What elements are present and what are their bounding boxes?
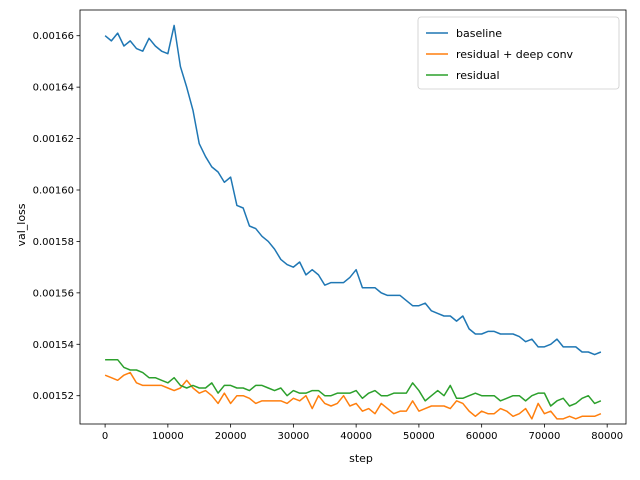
x-tick-label: 0 <box>102 431 108 442</box>
x-axis-label: step <box>349 452 373 465</box>
x-tick-label: 50000 <box>403 431 435 442</box>
y-tick-label: 0.00164 <box>33 83 74 94</box>
series-line-3 <box>105 358 602 407</box>
x-tick-label: 70000 <box>529 431 561 442</box>
plot-area-frame <box>79 9 627 425</box>
series-line-2 <box>104 371 602 420</box>
y-tick-label: 0.00156 <box>33 288 74 299</box>
x-tick-label: 80000 <box>591 431 623 442</box>
x-tick-label: 40000 <box>340 431 372 442</box>
x-tick-label: 20000 <box>215 431 247 442</box>
legend-box <box>417 16 620 90</box>
y-tick-label: 0.00154 <box>33 340 74 351</box>
y-axis-label: val_loss <box>15 203 28 246</box>
legend: baseline residual + deep conv residual <box>417 16 620 90</box>
y-axis-ticks: 0.00152 0.00154 0.00156 0.00158 0.00160 0.001… <box>33 31 80 402</box>
y-tick-label: 0.00152 <box>33 391 74 402</box>
x-tick-label: 30000 <box>277 431 309 442</box>
legend-label-2: residual + deep conv <box>456 48 574 61</box>
x-tick-label: 10000 <box>152 431 184 442</box>
y-tick-label: 0.00162 <box>33 134 74 145</box>
x-axis-ticks: 0 10000 20000 30000 40000 50000 60000 70000 8000… <box>102 424 623 442</box>
y-tick-label: 0.00166 <box>33 31 74 42</box>
legend-label-1: baseline <box>456 27 502 40</box>
series-layer <box>104 24 602 420</box>
y-tick-label: 0.00160 <box>33 186 74 197</box>
series-line-1 <box>104 24 602 356</box>
x-tick-label: 60000 <box>466 431 498 442</box>
y-tick-label: 0.00158 <box>33 237 74 248</box>
legend-label-3: residual <box>456 69 500 82</box>
